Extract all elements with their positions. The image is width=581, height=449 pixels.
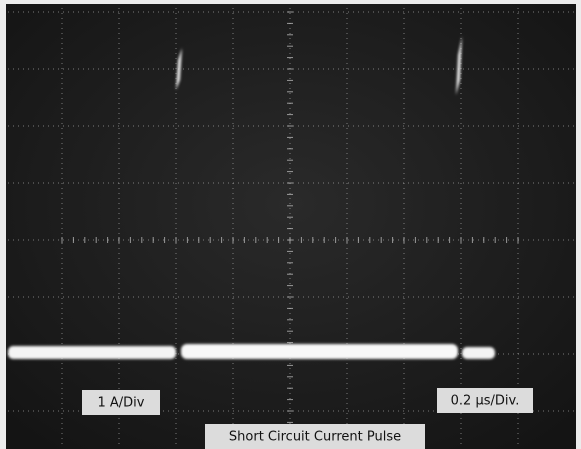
trace-segment [8,346,176,359]
page: html, body { margin: 0; padding: 0; widt… [0,0,581,449]
vertical-scale-label: 1 A/Div [98,396,145,411]
trace-segment [181,344,458,359]
oscilloscope-photo: 1 A/Div 0.2 µs/Div. Short Circuit Curren… [0,0,581,449]
horizontal-scale-label: 0.2 µs/Div. [451,394,520,409]
scope-screen [6,4,576,449]
caption: Short Circuit Current Pulse [229,430,401,445]
page-body: {"labels": {"vertical_scale": "1 A/Div",… [0,0,581,449]
trace-segment [462,347,495,359]
